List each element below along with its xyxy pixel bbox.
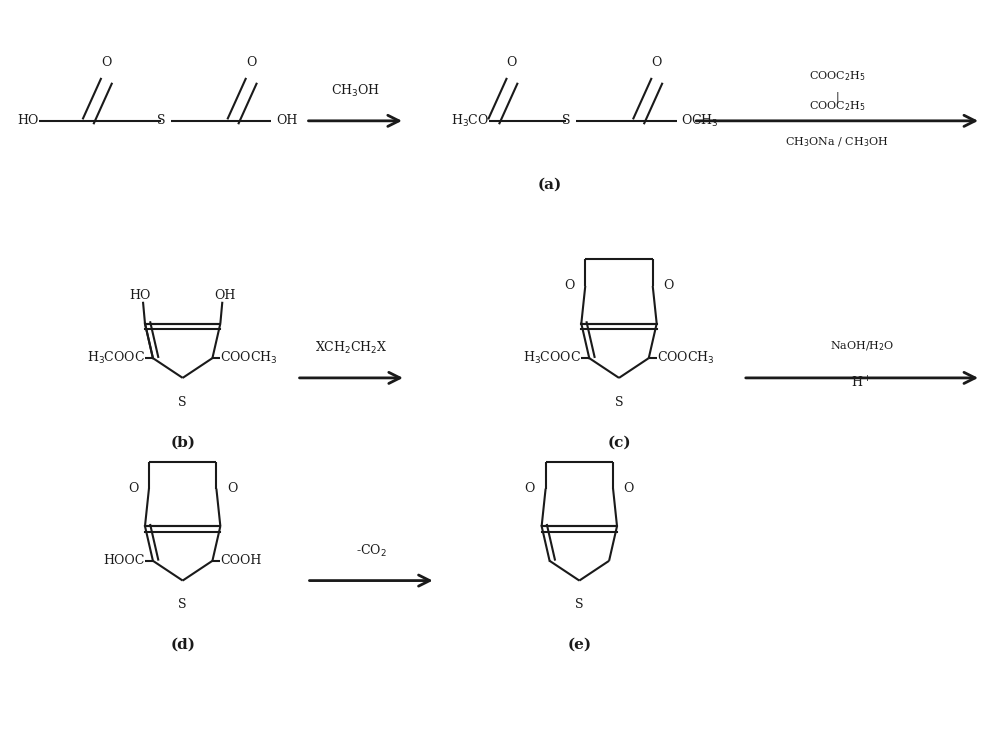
Text: S: S [178, 599, 187, 611]
Text: O: O [128, 482, 138, 495]
Text: CH$_3$OH: CH$_3$OH [331, 83, 380, 99]
Text: O: O [624, 482, 634, 495]
Text: |: | [835, 92, 839, 103]
Text: O: O [227, 482, 237, 495]
Text: H$^+$: H$^+$ [851, 375, 873, 390]
Text: O: O [564, 280, 575, 292]
Text: (a): (a) [537, 178, 562, 192]
Text: CH$_3$ONa / CH$_3$OH: CH$_3$ONa / CH$_3$OH [785, 136, 889, 149]
Text: H$_3$COOC: H$_3$COOC [87, 350, 145, 366]
Text: OCH$_3$: OCH$_3$ [681, 113, 719, 129]
Text: S: S [575, 599, 584, 611]
Text: O: O [246, 56, 256, 69]
Text: OH: OH [276, 114, 297, 128]
Text: O: O [651, 56, 662, 69]
Text: OH: OH [215, 289, 236, 302]
Text: S: S [615, 396, 623, 409]
Text: H$_3$CO: H$_3$CO [451, 113, 489, 129]
Text: O: O [101, 56, 111, 69]
Text: HOOC: HOOC [104, 554, 145, 568]
Text: S: S [178, 396, 187, 409]
Text: XCH$_2$CH$_2$X: XCH$_2$CH$_2$X [315, 340, 388, 356]
Text: COOH: COOH [220, 554, 262, 568]
Text: COOC$_2$H$_5$: COOC$_2$H$_5$ [809, 99, 866, 113]
Text: COOC$_2$H$_5$: COOC$_2$H$_5$ [809, 69, 866, 83]
Text: HO: HO [129, 289, 151, 302]
Text: S: S [157, 114, 165, 128]
Text: O: O [507, 56, 517, 69]
Text: O: O [525, 482, 535, 495]
Text: COOCH$_3$: COOCH$_3$ [657, 350, 714, 366]
Text: S: S [562, 114, 571, 128]
Text: HO: HO [18, 114, 39, 128]
Text: COOCH$_3$: COOCH$_3$ [220, 350, 278, 366]
Text: (c): (c) [607, 435, 631, 449]
Text: H$_3$COOC: H$_3$COOC [523, 350, 581, 366]
Text: (e): (e) [567, 638, 591, 652]
Text: (b): (b) [170, 435, 195, 449]
Text: -CO$_2$: -CO$_2$ [356, 542, 386, 559]
Text: (d): (d) [170, 638, 195, 652]
Text: NaOH/H$_2$O: NaOH/H$_2$O [830, 339, 894, 354]
Text: O: O [663, 280, 674, 292]
